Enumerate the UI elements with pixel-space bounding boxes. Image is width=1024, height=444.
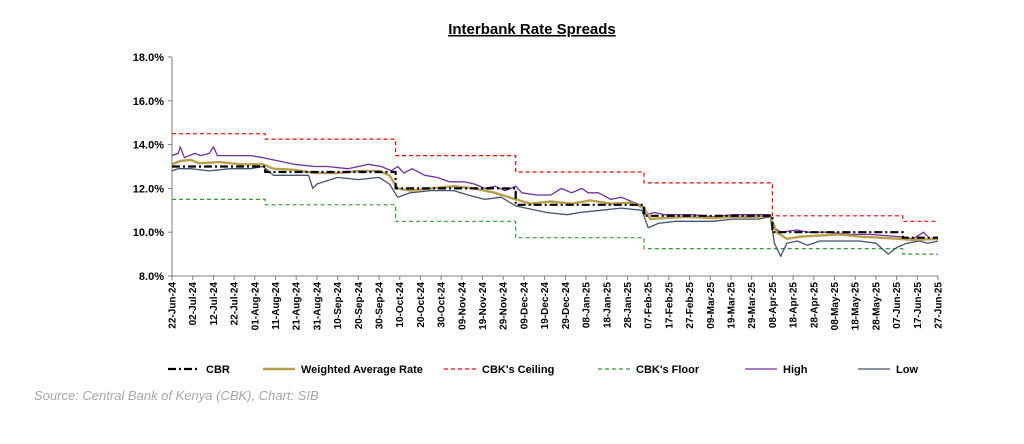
- x-tick-label: 30-Oct-24: [437, 282, 448, 328]
- x-tick-label: 18-May-25: [851, 282, 862, 331]
- y-axis: 8.0% 10.0% 12.0% 14.0% 16.0% 18.0%: [133, 52, 173, 283]
- legend-label: Low: [896, 364, 918, 376]
- series-line-weighted-average-rate: [171, 158, 939, 242]
- x-tick-label: 30-Sep-24: [375, 282, 386, 330]
- x-tick-label: 28-May-25: [871, 282, 882, 331]
- series-layer: [171, 133, 939, 257]
- series-line-low: [171, 165, 939, 257]
- x-tick-label: 09-Mar-25: [706, 282, 717, 329]
- legend-label: Weighted Average Rate: [301, 364, 423, 376]
- source-note: Source: Central Bank of Kenya (CBK), Cha…: [34, 388, 319, 403]
- x-tick-label: 22-Jul-24: [230, 282, 241, 326]
- legend-label: CBK's Ceiling: [482, 364, 554, 376]
- x-tick-label: 10-Sep-24: [333, 282, 344, 330]
- x-tick-label: 29-Nov-24: [499, 282, 510, 330]
- x-tick-label: 28-Jan-25: [623, 282, 634, 329]
- x-axis: 22-Jun-24 02-Jul-24 12-Jul-24 22-Jul-24 01-A…: [168, 275, 945, 331]
- x-tick-label: 29-Dec-24: [561, 282, 572, 330]
- x-tick-label: 31-Aug-24: [312, 282, 323, 331]
- legend: CBR Weighted Average Rate CBK's Ceiling CBK…: [168, 364, 918, 376]
- x-tick-label: 27-Jun-25: [934, 282, 945, 329]
- x-tick-label: 17-Jun-25: [913, 282, 924, 329]
- x-tick-label: 20-Oct-24: [416, 282, 427, 328]
- x-tick-label: 29-Mar-25: [747, 282, 758, 329]
- x-tick-label: 18-Apr-25: [789, 282, 800, 329]
- x-tick-label: 21-Aug-24: [292, 282, 303, 331]
- x-tick-label: 09-Dec-24: [519, 282, 530, 330]
- x-tick-label: 10-Oct-24: [395, 282, 406, 328]
- chart-title: Interbank Rate Spreads: [448, 21, 616, 38]
- y-tick-label: 18.0%: [133, 52, 164, 64]
- x-tick-label: 02-Jul-24: [188, 282, 199, 326]
- x-tick-label: 18-Jan-25: [602, 282, 613, 329]
- legend-label: CBR: [206, 364, 230, 376]
- legend-label: CBK's Floor: [636, 364, 700, 376]
- y-tick-label: 14.0%: [133, 140, 164, 152]
- y-tick-label: 8.0%: [139, 271, 164, 283]
- x-tick-label: 19-Mar-25: [726, 282, 737, 329]
- x-tick-label: 08-Apr-25: [768, 282, 779, 329]
- x-tick-label: 08-Jan-25: [582, 282, 593, 329]
- y-tick-label: 16.0%: [133, 96, 164, 108]
- x-tick-label: 27-Feb-25: [685, 282, 696, 329]
- x-tick-label: 11-Aug-24: [271, 282, 282, 330]
- y-tick-label: 12.0%: [133, 183, 164, 195]
- series-line-cbk-s-floor: [172, 198, 938, 255]
- x-tick-label: 22-Jun-24: [168, 282, 179, 329]
- series-line-cbr: [172, 165, 938, 239]
- y-tick-label: 10.0%: [133, 227, 164, 239]
- x-tick-label: 01-Aug-24: [250, 282, 261, 331]
- series-line-high: [171, 146, 939, 240]
- x-tick-label: 07-Jun-25: [892, 282, 903, 329]
- x-tick-label: 28-Apr-25: [809, 282, 820, 329]
- x-tick-label: 09-Nov-24: [457, 282, 468, 330]
- x-tick-label: 12-Jul-24: [209, 282, 220, 326]
- x-tick-label: 07-Feb-25: [644, 282, 655, 329]
- series-line-cbk-s-ceiling: [172, 133, 938, 222]
- x-tick-label: 19-Dec-24: [540, 282, 551, 330]
- x-tick-label: 20-Sep-24: [354, 282, 365, 330]
- x-tick-label: 08-May-25: [830, 282, 841, 331]
- x-tick-label: 19-Nov-24: [478, 282, 489, 330]
- legend-label: High: [783, 364, 808, 376]
- x-tick-label: 17-Feb-25: [664, 282, 675, 329]
